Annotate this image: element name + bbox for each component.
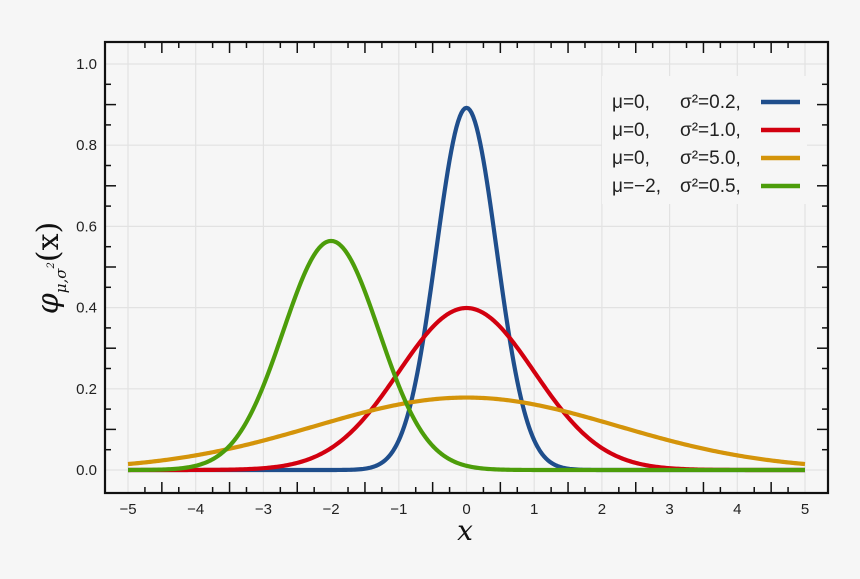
y-tick-label: 0.4 — [76, 300, 97, 317]
plot-frame — [103, 40, 830, 495]
legend-mu: μ=0, — [612, 120, 650, 141]
legend-mu: μ=−2, — [612, 176, 661, 197]
x-tick-label: 5 — [801, 501, 809, 518]
y-axis-label: φμ,σ2(x) — [31, 222, 70, 314]
x-tick-label: 2 — [598, 501, 606, 518]
svg-text:φμ,σ2(x): φμ,σ2(x) — [31, 222, 70, 314]
y-tick-labels: 0.0 0.2 0.4 0.6 0.8 1.0 — [76, 56, 97, 479]
x-tick-label: 4 — [733, 501, 741, 518]
y-tick-label: 0.6 — [76, 218, 97, 235]
x-tick-label: −1 — [390, 501, 407, 518]
legend-entry: μ=−2, σ²=0.5, — [612, 176, 800, 197]
y-tick-label: 0.0 — [76, 462, 97, 479]
y-axis-label-sub: μ,σ — [52, 268, 70, 294]
x-tick-label: −4 — [187, 501, 204, 518]
y-tick-label: 0.2 — [76, 381, 97, 398]
legend-entry: μ=0, σ²=1.0, — [612, 120, 800, 141]
legend-background — [602, 76, 807, 204]
legend-mu: μ=0, — [612, 92, 650, 113]
legend-sigma: σ²=0.5, — [680, 176, 741, 197]
curves — [127, 105, 806, 473]
legend-mu: μ=0, — [612, 148, 650, 169]
x-tick-label: −5 — [119, 501, 136, 518]
x-tick-label: −2 — [323, 501, 340, 518]
x-tick-label: 0 — [462, 501, 470, 518]
legend: μ=0, σ²=0.2, μ=0, σ²=1.0, μ=0, σ²=5.0, μ=−2, σ²… — [612, 92, 800, 197]
y-axis-label-arg: (x) — [31, 222, 66, 262]
x-tick-label: 3 — [665, 501, 673, 518]
x-axis-label: x — [457, 514, 473, 547]
curve-line — [127, 395, 806, 467]
y-axis-label-sup: 2 — [46, 262, 57, 269]
curve-line — [127, 238, 806, 473]
legend-sigma: σ²=5.0, — [680, 148, 741, 169]
legend-sigma: σ²=1.0, — [680, 120, 741, 141]
y-tick-label: 1.0 — [76, 56, 97, 73]
legend-entry: μ=0, σ²=5.0, — [612, 148, 800, 169]
legend-sigma: σ²=0.2, — [680, 92, 741, 113]
legend-box — [602, 76, 807, 204]
x-tick-label: −3 — [255, 501, 272, 518]
x-tick-labels: −5 −4 −3 −2 −1 0 1 2 3 4 5 — [119, 501, 809, 518]
legend-entry: μ=0, σ²=0.2, — [612, 92, 800, 113]
y-axis-label-phi: φ — [31, 293, 66, 314]
x-tick-label: 1 — [530, 501, 538, 518]
y-tick-label: 0.8 — [76, 137, 97, 154]
